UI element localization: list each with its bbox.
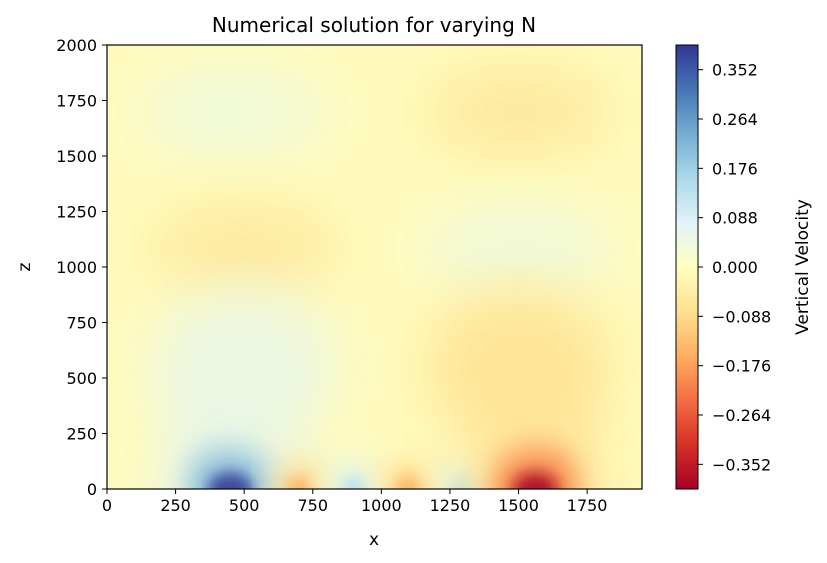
field-blob-8: [149, 203, 339, 295]
y-tick-label: 500: [66, 369, 97, 388]
y-axis: 0 250 500 750 1000 1250 1500 1750 2000: [56, 36, 107, 499]
colorbar-tick-label: 0.176: [712, 159, 758, 178]
x-tick-label: 750: [297, 496, 328, 515]
x-tick-label: 500: [229, 496, 260, 515]
x-axis: 0 250 500 750 1000 1250 1500 1750: [102, 489, 608, 515]
colorbar-tick-label: −0.264: [712, 406, 771, 425]
colorbar-label: Vertical Velocity: [793, 199, 813, 335]
colorbar-ticks: 0.352 0.264 0.176 0.088 0.000 −0.088 −0.176 −0.…: [698, 61, 771, 475]
colorbar-tick-label: 0.088: [712, 209, 758, 228]
y-tick-label: 0: [87, 480, 97, 499]
colorbar: 0.352 0.264 0.176 0.088 0.000 −0.088 −0.176 −0.…: [676, 45, 813, 489]
colorbar-tick-label: 0.264: [712, 110, 758, 129]
y-tick-label: 750: [66, 314, 97, 333]
x-tick-label: 250: [160, 496, 191, 515]
colorbar-tick-label: −0.176: [712, 357, 771, 376]
x-tick-label: 1500: [498, 496, 539, 515]
field-blob-10: [149, 287, 339, 447]
y-tick-label: 1750: [56, 92, 97, 111]
field-blob-11: [424, 287, 614, 447]
x-tick-label: 1250: [430, 496, 471, 515]
y-tick-label: 2000: [56, 36, 97, 55]
y-tick-label: 1250: [56, 203, 97, 222]
x-tick-label: 1000: [361, 496, 402, 515]
colorbar-tick-label: 0.000: [712, 258, 758, 277]
colorbar-tick-label: 0.352: [712, 61, 758, 80]
plot-area: [107, 45, 642, 563]
colorbar-gradient: [676, 45, 698, 489]
field-blob-7: [424, 66, 614, 158]
field-blob-6: [138, 66, 328, 158]
colorbar-tick-label: −0.088: [712, 307, 771, 326]
y-tick-label: 1500: [56, 147, 97, 166]
x-axis-label: x: [369, 530, 379, 550]
y-tick-label: 250: [66, 425, 97, 444]
field-blob-9: [424, 203, 614, 295]
x-tick-label: 0: [102, 496, 112, 515]
y-tick-label: 1000: [56, 258, 97, 277]
colorbar-tick-label: −0.352: [712, 455, 771, 474]
y-axis-label: z: [15, 262, 35, 271]
x-tick-label: 1750: [567, 496, 608, 515]
chart-title: Numerical solution for varying N: [212, 13, 536, 37]
